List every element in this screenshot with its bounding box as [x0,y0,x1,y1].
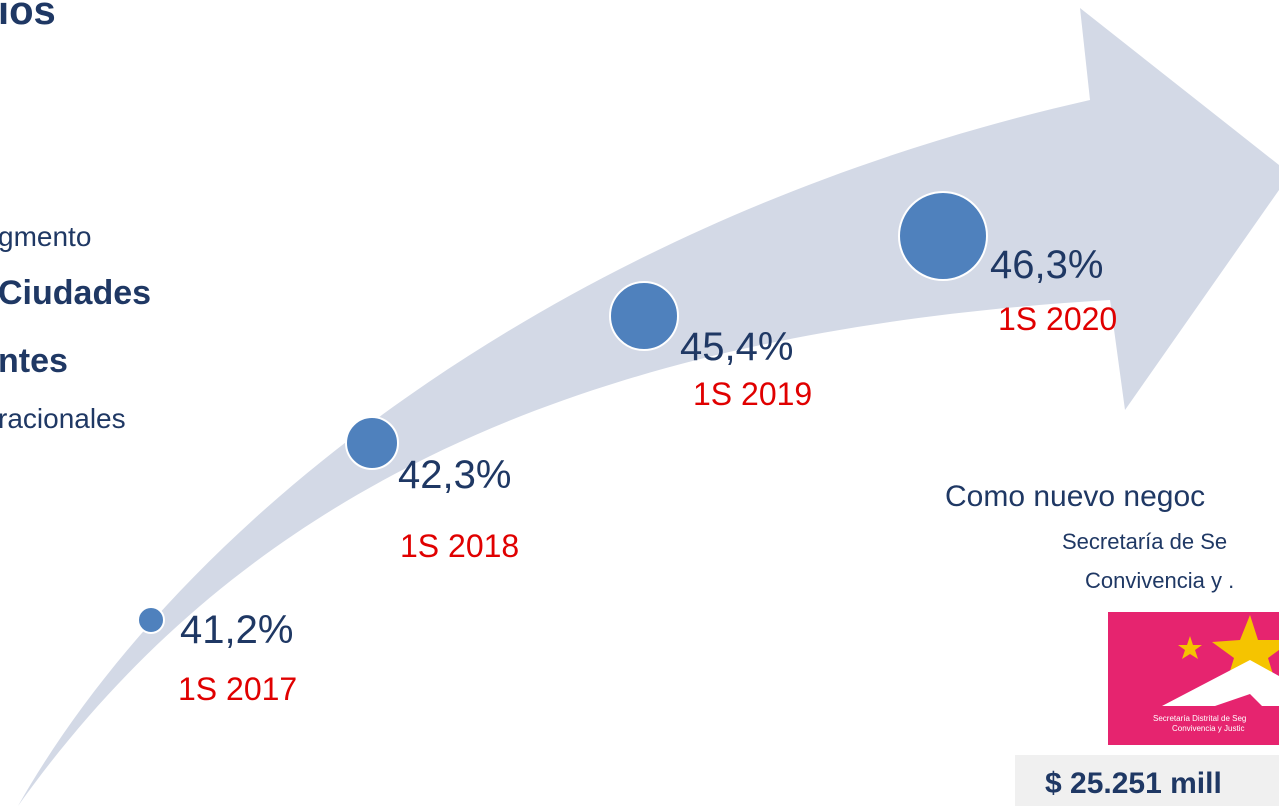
logo-text: Secretaría Distrital de Seg [1153,714,1246,723]
left-text: racionales [0,403,126,434]
amount: $ 25.251 mill [1045,767,1222,800]
title: ios [0,0,56,33]
bubble [137,606,165,634]
point-period: 1S 2019 [693,376,812,412]
logo-text: Convivencia y Justic [1172,724,1244,733]
point-value: 41,2% [180,608,293,652]
amount-box [1015,755,1279,806]
logo-shape [1162,660,1279,706]
logo-star [1178,636,1202,659]
left-text: Ciudades [0,274,151,312]
left-text: ntes [0,342,68,380]
entity: Secretaría de Se [1062,529,1227,554]
bubble [345,416,399,470]
point-period: 1S 2020 [998,301,1117,337]
point-period: 1S 2017 [178,671,297,707]
point-value: 42,3% [398,453,511,497]
bubble [609,281,679,351]
entity: Convivencia y . [1085,568,1234,593]
logo-star [1212,615,1279,684]
point-value: 46,3% [990,243,1103,287]
left-text: gmento [0,221,91,252]
heading: Como nuevo negoc [945,480,1205,513]
bubble [898,191,988,281]
point-period: 1S 2018 [400,528,519,564]
point-value: 45,4% [680,325,793,369]
